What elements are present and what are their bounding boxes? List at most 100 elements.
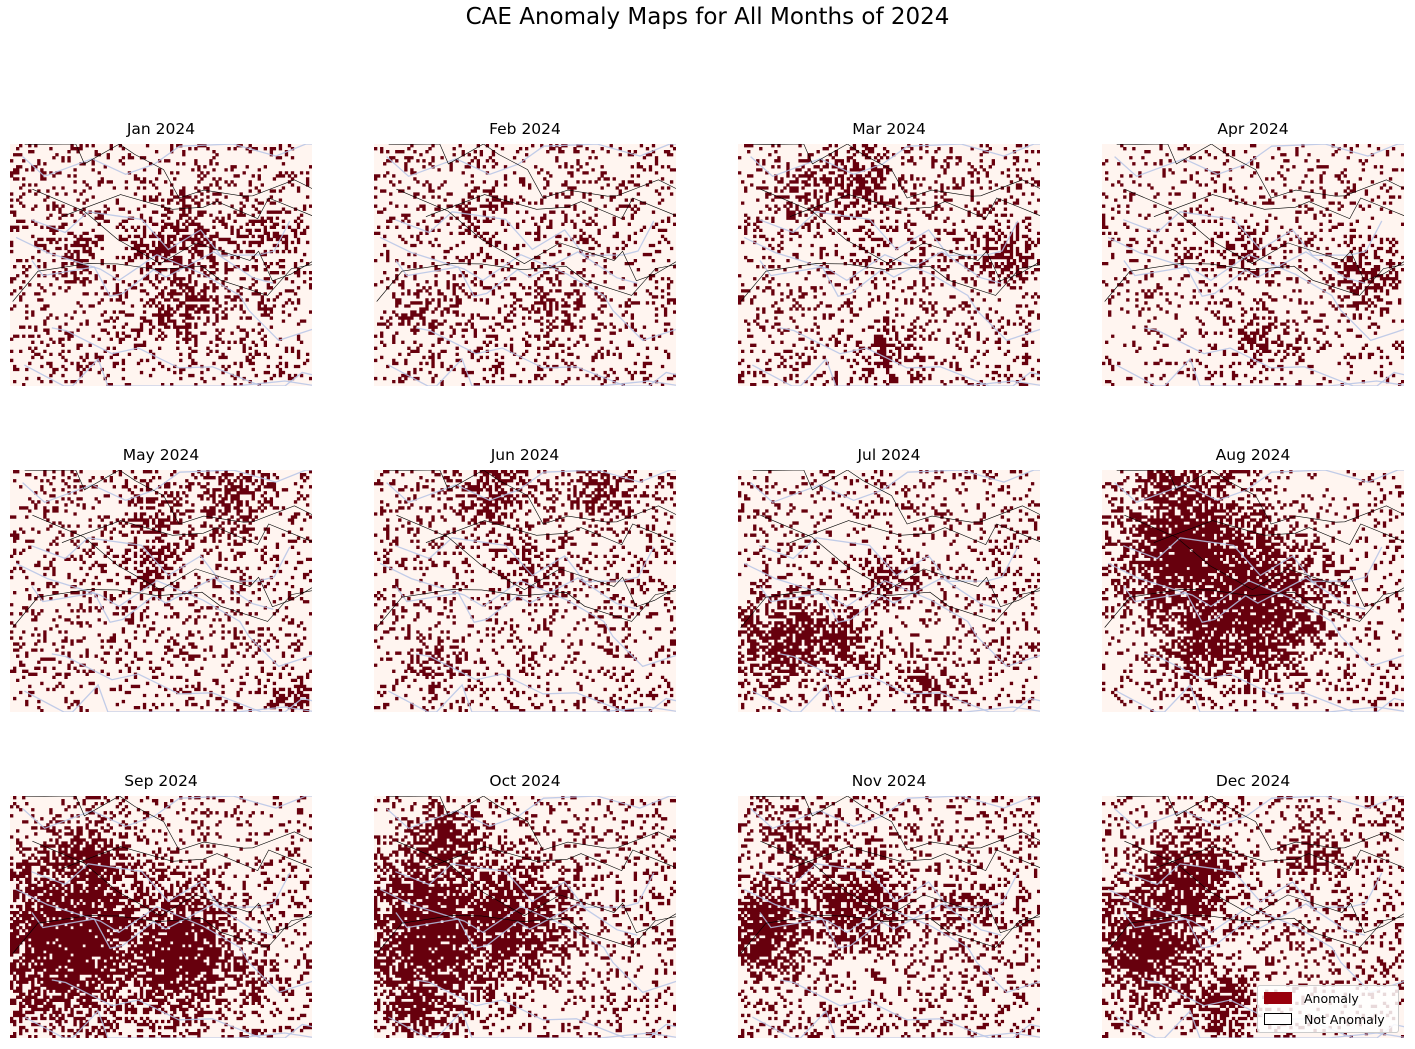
map-panel: Mar 2024 xyxy=(738,120,1040,386)
border-line xyxy=(1153,846,1404,871)
river-line xyxy=(395,251,638,297)
river-line xyxy=(1107,236,1404,342)
anomaly-cells xyxy=(374,796,676,1038)
river-line xyxy=(1114,470,1404,504)
river-line xyxy=(759,211,1019,257)
river-line xyxy=(779,653,1040,712)
border-line xyxy=(1104,915,1404,954)
border-line xyxy=(425,194,676,219)
border-line xyxy=(789,846,1040,871)
anomaly-map xyxy=(738,470,1040,712)
river-line xyxy=(415,653,676,712)
river-line xyxy=(379,888,676,994)
river-line xyxy=(759,577,1002,623)
border-line xyxy=(376,263,676,302)
border-line xyxy=(12,263,312,302)
river-line xyxy=(395,577,638,623)
river-line xyxy=(779,979,1040,1038)
river-line xyxy=(51,979,312,1038)
river-line xyxy=(31,211,291,257)
river-line xyxy=(743,562,1040,668)
border-line xyxy=(752,470,1040,525)
river-line xyxy=(388,357,676,386)
map-title: Jul 2024 xyxy=(857,446,921,464)
river-line xyxy=(752,357,1040,386)
border-line xyxy=(1116,144,1404,199)
river-line xyxy=(386,144,676,178)
river-line xyxy=(1107,888,1404,994)
map-panel: Feb 2024 xyxy=(374,120,676,386)
border-line xyxy=(752,796,1040,851)
river-line xyxy=(779,327,1040,386)
border-line xyxy=(425,846,676,871)
map-title: Oct 2024 xyxy=(489,772,561,790)
river-line xyxy=(31,537,291,583)
border-line xyxy=(760,188,1040,282)
map-panel: Oct 2024 xyxy=(374,772,676,1038)
border-line xyxy=(740,589,1040,628)
map-title: Aug 2024 xyxy=(1215,446,1291,464)
map-title: Sep 2024 xyxy=(124,772,198,790)
river-line xyxy=(51,653,312,712)
river-line xyxy=(759,537,1019,583)
anomaly-cells xyxy=(10,796,312,1038)
border-line xyxy=(1104,263,1404,302)
border-line xyxy=(32,840,312,934)
legend-item-not-anomaly: Not Anomaly xyxy=(1264,1011,1385,1027)
border-line xyxy=(61,194,312,219)
river-line xyxy=(22,470,312,504)
anomaly-cells xyxy=(10,144,312,386)
anomaly-map xyxy=(1102,470,1404,712)
map-panel: May 2024 xyxy=(10,446,312,712)
border-line xyxy=(61,520,312,545)
map-panel: Jan 2024 xyxy=(10,120,312,386)
map-panel: Jul 2024 xyxy=(738,446,1040,712)
border-line xyxy=(740,915,1040,954)
map-title: Mar 2024 xyxy=(852,120,926,138)
river-line xyxy=(415,979,676,1038)
map-panel: Aug 2024 xyxy=(1102,446,1404,712)
river-line xyxy=(386,470,676,504)
border-line xyxy=(425,520,676,545)
anomaly-cells xyxy=(374,470,676,712)
anomaly-cells xyxy=(1102,796,1404,1038)
map-title: Nov 2024 xyxy=(851,772,927,790)
river-line xyxy=(1143,327,1404,386)
anomaly-map xyxy=(374,144,676,386)
legend-label-anomaly: Anomaly xyxy=(1304,990,1359,1006)
legend-item-anomaly: Anomaly xyxy=(1264,990,1359,1006)
river-line xyxy=(1123,577,1366,623)
river-line xyxy=(1114,796,1404,830)
river-line xyxy=(395,863,655,909)
anomaly-map xyxy=(738,144,1040,386)
border-line xyxy=(388,796,676,851)
border-line xyxy=(752,144,1040,199)
border-line xyxy=(396,840,676,934)
anomaly-cells xyxy=(1102,470,1404,712)
anomaly-map xyxy=(10,796,312,1038)
river-line xyxy=(1123,251,1366,297)
river-line xyxy=(31,863,291,909)
river-line xyxy=(15,562,312,668)
anomaly-map xyxy=(1102,144,1404,386)
river-line xyxy=(395,537,655,583)
map-title: Dec 2024 xyxy=(1215,772,1291,790)
map-title: Jan 2024 xyxy=(126,120,196,138)
river-line xyxy=(759,903,1002,949)
map-title: Feb 2024 xyxy=(489,120,561,138)
border-line xyxy=(396,188,676,282)
map-panel: Nov 2024 xyxy=(738,772,1040,1038)
river-line xyxy=(379,562,676,668)
map-title: Jun 2024 xyxy=(490,446,560,464)
border-line xyxy=(24,470,312,525)
river-line xyxy=(750,144,1040,178)
river-line xyxy=(395,211,655,257)
border-line xyxy=(789,520,1040,545)
river-line xyxy=(31,577,274,623)
map-panel: Apr 2024 xyxy=(1102,120,1404,386)
river-line xyxy=(15,236,312,342)
river-line xyxy=(24,683,312,712)
border-line xyxy=(760,840,1040,934)
river-line xyxy=(379,236,676,342)
river-line xyxy=(743,888,1040,994)
